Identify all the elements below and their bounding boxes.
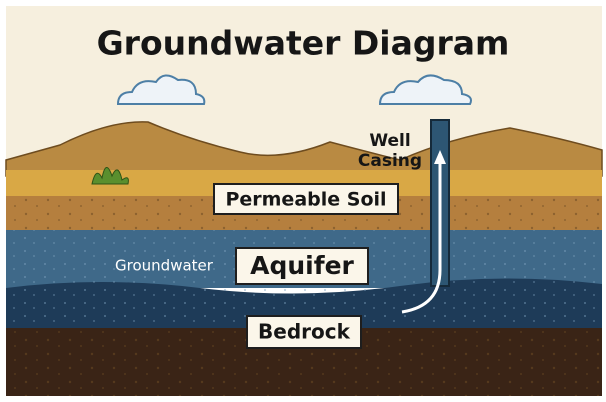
arrow-head xyxy=(434,150,446,164)
well-label: Well xyxy=(369,131,410,151)
cloud xyxy=(378,74,472,105)
label-box xyxy=(246,315,362,349)
label-box xyxy=(213,183,399,215)
flow-arrow xyxy=(401,160,442,314)
mountains xyxy=(5,121,603,177)
bedrock-label: Bedrock xyxy=(258,320,351,344)
well-label: Casing xyxy=(358,151,422,171)
aquifer-label: Aquifer xyxy=(250,251,354,280)
title: Groundwater Diagram xyxy=(97,24,510,63)
soil-label: Permeable Soil xyxy=(225,189,386,211)
cloud xyxy=(116,74,206,105)
shrub xyxy=(91,167,129,185)
label-box xyxy=(235,247,369,285)
groundwater-label: Groundwater xyxy=(115,257,214,275)
